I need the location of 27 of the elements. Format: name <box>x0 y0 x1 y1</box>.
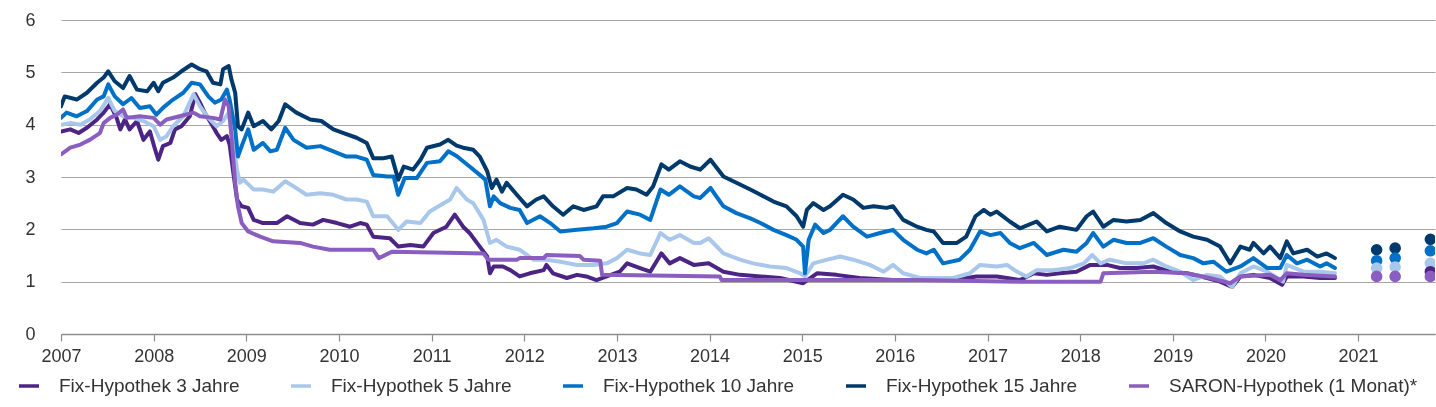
legend-label: Fix-Hypothek 5 Jahre <box>331 375 512 396</box>
x-tick-label: 2015 <box>782 345 823 366</box>
x-tick-label: 2009 <box>226 345 267 366</box>
x-tick-label: 2007 <box>41 345 82 366</box>
x-tick-label: 2010 <box>319 345 360 366</box>
legend-label: Fix-Hypothek 15 Jahre <box>886 375 1078 396</box>
y-tick-label: 1 <box>25 271 36 292</box>
x-tick-label: 2021 <box>1338 345 1379 366</box>
y-tick-label: 4 <box>25 114 36 135</box>
x-tick-label: 2014 <box>690 345 731 366</box>
x-tick-label: 2013 <box>597 345 638 366</box>
legend-label: Fix-Hypothek 3 Jahre <box>59 375 240 396</box>
x-tick-label: 2008 <box>134 345 175 366</box>
y-tick-label: 6 <box>25 9 36 30</box>
x-tick-label: 2017 <box>967 345 1009 366</box>
legend-label: Fix-Hypothek 10 Jahre <box>603 375 795 396</box>
y-tick-label: 5 <box>25 61 36 82</box>
y-tick-label: 3 <box>25 166 36 187</box>
x-tick-label: 2018 <box>1060 345 1101 366</box>
x-tick-label: 2019 <box>1153 345 1194 366</box>
x-tick-label: 2016 <box>875 345 916 366</box>
legend-label: SARON-Hypothek (1 Monat)* <box>1169 375 1418 396</box>
x-tick-label: 2012 <box>504 345 545 366</box>
x-tick-label: 2020 <box>1245 345 1286 366</box>
x-tick-label: 2011 <box>412 345 452 366</box>
y-tick-label: 2 <box>25 218 36 239</box>
y-tick-label: 0 <box>25 323 36 344</box>
